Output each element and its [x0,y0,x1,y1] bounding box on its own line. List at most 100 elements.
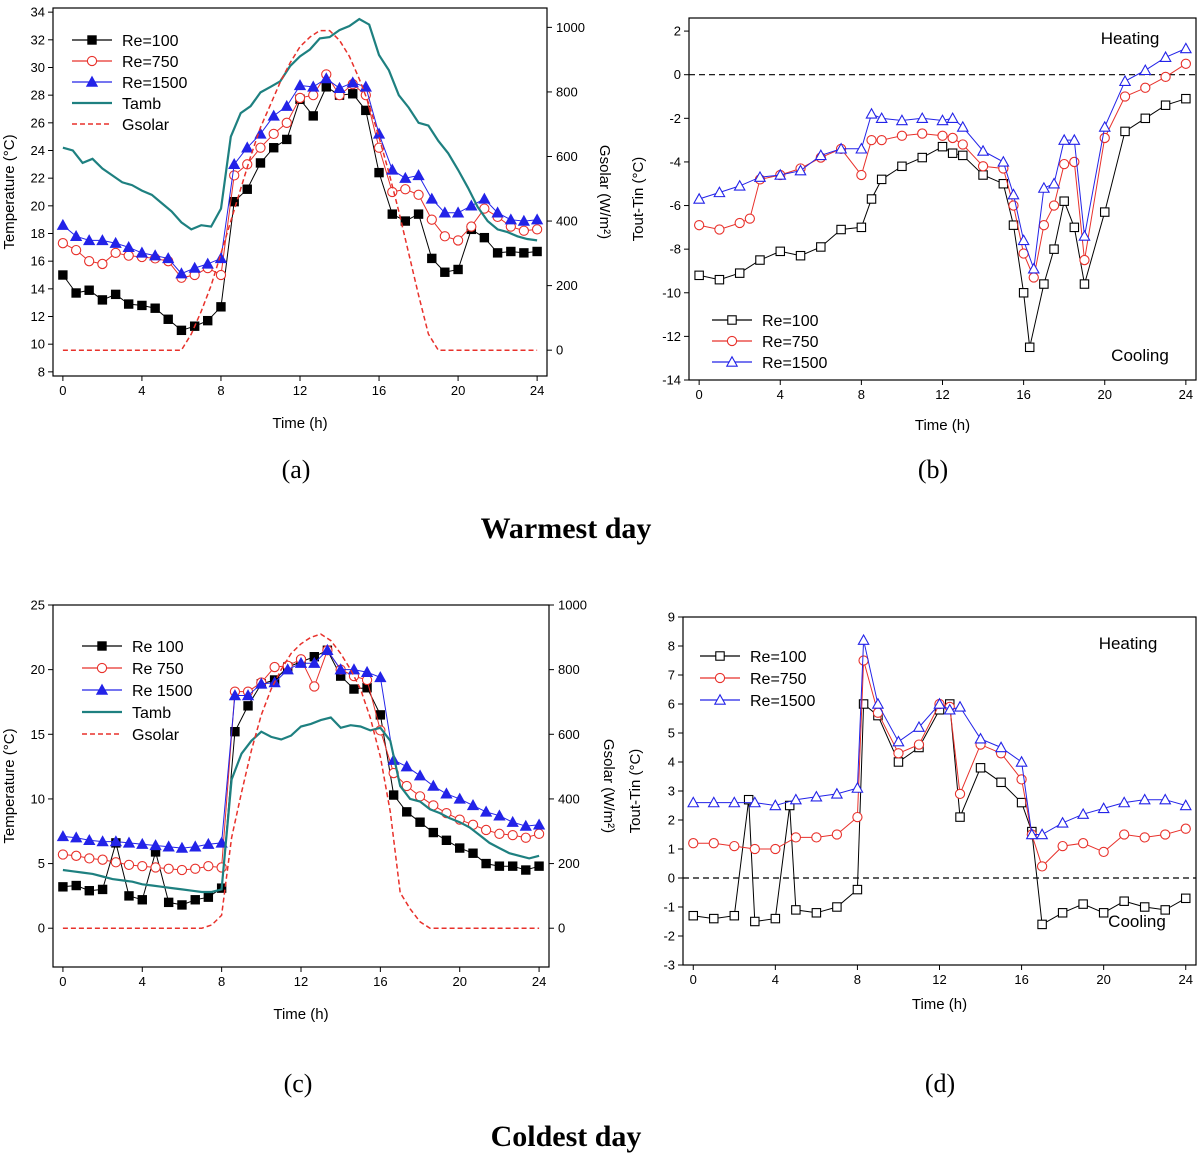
data-point [413,769,427,781]
data-point [811,832,822,843]
y-right-tick-label: 200 [556,278,578,293]
data-point [451,206,465,218]
data-point [123,859,135,871]
data-point [519,819,532,831]
x-tick-label: 0 [690,972,697,987]
legend-label: Re=100 [762,313,819,330]
data-point [334,663,347,675]
x-tick-label: 20 [452,974,466,989]
data-point [956,120,969,132]
data-point [532,818,546,830]
data-point [729,840,740,852]
y-tick-label: 14 [31,281,45,296]
data-point [123,299,134,309]
data-point [533,828,545,839]
legend-label: Re=100 [122,33,179,50]
data-point [1119,896,1129,906]
y-tick-label: -6 [669,198,681,213]
x-tick-label: 8 [218,974,225,989]
data-point [917,128,928,139]
y-tick-label: -14 [662,373,681,388]
data-point [1179,42,1192,54]
data-point [1057,908,1068,918]
data-point [977,161,989,172]
data-point [426,214,437,225]
data-point [402,807,412,817]
data-point [321,82,331,92]
data-point [1037,181,1051,193]
legend-swatch-marker [96,662,108,674]
data-point [84,853,95,864]
data-point [110,289,121,300]
y-right-tick-label: 1000 [556,20,585,35]
data-point [831,829,843,840]
data-point [517,214,531,226]
y-right-tick-label: 400 [556,214,578,229]
y-right-tick-label: 0 [558,921,565,936]
legend-label: Re=1500 [122,75,187,92]
data-point [709,913,719,924]
x-tick-label: 4 [777,387,784,402]
legend-label: Tamb [132,705,171,722]
data-point [744,213,755,224]
y-tick-label: -12 [662,329,681,344]
legend-label: Gsolar [122,117,170,134]
data-point [693,192,706,204]
data-point [163,897,174,908]
data-point [97,258,108,270]
data-point [1069,156,1080,168]
y-tick-label: -1 [663,900,675,915]
data-point [947,148,958,158]
data-point [109,236,122,248]
data-point [201,257,214,269]
data-point [349,684,359,694]
data-point [1140,82,1151,93]
data-point [84,285,94,295]
data-point [852,884,863,895]
data-point [267,109,280,121]
data-point [1059,158,1070,170]
data-point [401,780,412,792]
data-point [917,152,927,163]
data-point [1181,93,1191,104]
y-tick-label: 16 [31,254,45,269]
data-point [294,92,306,104]
x-tick-label: 12 [935,387,949,402]
data-point [83,234,96,246]
data-point [506,815,519,827]
data-point [228,157,241,170]
legend-swatch-marker [85,75,99,87]
data-point [441,835,452,845]
data-point [858,655,869,666]
data-point [1016,797,1027,808]
data-point [774,168,787,180]
data-point [71,850,82,861]
data-point [215,269,227,281]
x-axis-label: Time (h) [273,1006,328,1023]
data-point [519,248,529,258]
data-point [387,186,398,198]
x-tick-label: 16 [1016,387,1030,402]
data-point [810,790,823,802]
x-tick-label: 20 [451,383,465,398]
y-axis-label: Tout-Tin (°C) [627,749,644,834]
data-point [1048,200,1060,211]
data-point [455,843,465,853]
series-line-tamb [62,17,538,242]
data-point [360,665,374,677]
data-point [175,841,189,853]
data-point [282,134,292,145]
data-point [978,170,988,180]
data-point [937,141,948,152]
data-point [743,794,754,805]
data-point [1036,861,1048,872]
data-point [136,837,149,849]
y-tick-label: 32 [31,32,45,47]
data-point [1159,793,1172,805]
data-point [84,886,95,896]
data-point [415,817,425,827]
data-point [176,864,188,876]
data-point [1024,342,1035,353]
data-point [374,167,384,178]
